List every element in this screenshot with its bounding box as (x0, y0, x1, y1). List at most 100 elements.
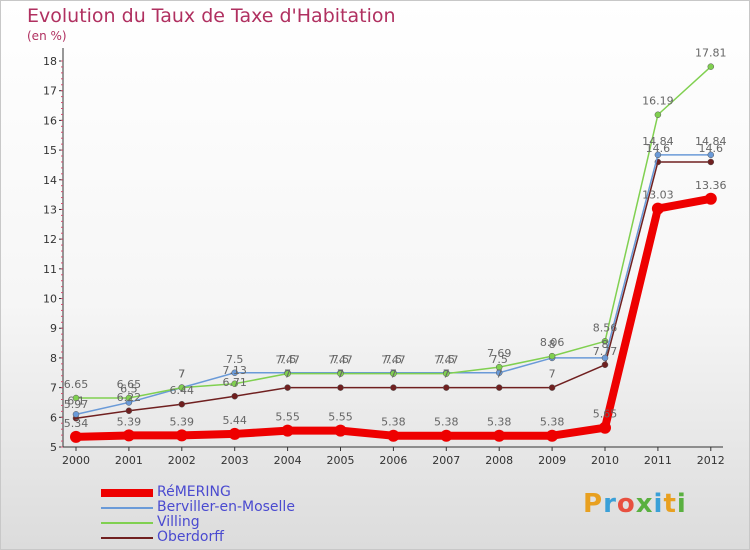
data-label-2: 6.65 (117, 378, 142, 391)
data-label-2: 7 (178, 368, 185, 381)
data-point-3 (495, 384, 503, 391)
legend-swatch-villing (101, 522, 153, 524)
data-label-1: 7.5 (438, 353, 456, 366)
data-label-0: 13.03 (642, 189, 674, 202)
data-point-2 (390, 370, 397, 377)
data-label-0: 5.38 (434, 416, 459, 429)
data-label-0: 5.55 (275, 411, 300, 424)
data-label-0: 5.34 (64, 417, 89, 430)
data-point-0 (440, 429, 453, 442)
data-point-3 (390, 384, 397, 391)
data-label-2: 7.13 (222, 364, 247, 377)
data-label-0: 13.36 (695, 179, 727, 192)
data-point-2 (284, 370, 291, 377)
x-tick-label: 2004 (274, 454, 302, 467)
data-label-0: 5.38 (540, 416, 565, 429)
data-point-2 (495, 363, 503, 371)
x-tick-label: 2003 (221, 454, 249, 467)
x-tick-label: 2002 (168, 454, 196, 467)
data-label-1: 14.84 (695, 135, 727, 148)
data-label-3: 7 (443, 368, 450, 381)
y-tick-label: 15 (43, 144, 57, 157)
data-point-3 (284, 384, 291, 391)
x-tick-label: 2010 (591, 454, 619, 467)
data-label-1: 6.1 (67, 394, 85, 407)
data-point-0 (281, 424, 294, 437)
chart-unit-label: (en %) (27, 29, 67, 43)
data-point-1 (707, 151, 715, 159)
data-point-1 (72, 411, 80, 418)
data-label-0: 5.65 (593, 408, 618, 421)
y-tick-label: 9 (50, 322, 57, 335)
data-point-2 (443, 370, 450, 377)
data-point-2 (178, 384, 186, 391)
x-tick-label: 2005 (327, 454, 355, 467)
data-label-3: 14.6 (646, 142, 671, 155)
data-label-2: 6.65 (64, 378, 89, 391)
x-tick-label: 2008 (485, 454, 513, 467)
data-label-3: 14.6 (699, 142, 724, 155)
data-point-2 (548, 352, 556, 360)
x-tick-label: 2012 (697, 454, 725, 467)
data-point-1 (231, 369, 238, 377)
x-tick-label: 2000 (62, 454, 90, 467)
legend-label-remering: RéMERING (157, 484, 231, 500)
y-tick-label: 6 (50, 411, 57, 424)
data-point-0 (493, 429, 506, 442)
data-point-3 (601, 361, 609, 369)
data-label-3: 7 (390, 368, 397, 381)
data-label-0: 5.39 (170, 415, 195, 428)
data-label-3: 7 (284, 368, 291, 381)
data-label-2: 7.69 (487, 347, 512, 360)
data-label-0: 5.39 (117, 415, 142, 428)
data-point-0 (175, 429, 188, 442)
data-point-2 (125, 394, 133, 402)
x-tick-label: 2009 (538, 454, 566, 467)
data-point-3 (125, 407, 133, 415)
data-point-0 (546, 429, 559, 442)
logo-letter: P (583, 489, 604, 519)
x-tick-label: 2011 (644, 454, 672, 467)
chart-title: Evolution du Taux de Taxe d'Habitation (27, 5, 396, 27)
data-label-2: 17.81 (695, 47, 727, 60)
y-tick-label: 7 (50, 382, 57, 395)
data-label-1: 7.5 (332, 353, 350, 366)
data-label-0: 5.38 (487, 416, 512, 429)
y-tick-label: 5 (50, 441, 57, 454)
data-label-3: 7 (496, 368, 503, 381)
data-label-3: 6.71 (222, 376, 247, 389)
y-tick-label: 14 (43, 174, 57, 187)
logo-letter: i (676, 489, 687, 519)
legend-swatch-oberdorff (101, 537, 153, 539)
data-label-1: 7.5 (226, 353, 244, 366)
data-label-2: 7.47 (434, 354, 459, 367)
data-label-3: 7 (337, 368, 344, 381)
legend-swatch-remering (101, 489, 153, 497)
data-label-1: 8 (549, 338, 556, 351)
data-label-2: 7.47 (328, 354, 353, 367)
logo-letter: x (635, 489, 654, 519)
data-point-2 (72, 394, 80, 402)
data-label-3: 7 (549, 368, 556, 381)
data-label-1: 8 (602, 338, 609, 351)
y-tick-label: 8 (50, 352, 57, 365)
chart-legend: RéMERING Berviller-en-Moselle Villing Ob… (101, 485, 295, 545)
data-label-1: 7.5 (385, 353, 403, 366)
data-point-2 (337, 370, 344, 377)
legend-item-villing: Villing (101, 515, 295, 530)
y-tick-label: 12 (43, 233, 57, 246)
proxiti-logo: Proxiti (583, 489, 687, 519)
data-point-3 (337, 384, 344, 391)
data-label-3: 7.77 (593, 345, 618, 358)
data-label-1: 7.5 (279, 353, 297, 366)
logo-letter: t (663, 489, 677, 519)
data-point-2 (654, 111, 662, 118)
x-tick-label: 2001 (115, 454, 143, 467)
data-point-3 (548, 384, 556, 391)
legend-swatch-berviller (101, 507, 153, 509)
data-point-0 (122, 429, 135, 442)
data-point-0 (599, 421, 611, 434)
data-point-2 (231, 380, 238, 388)
